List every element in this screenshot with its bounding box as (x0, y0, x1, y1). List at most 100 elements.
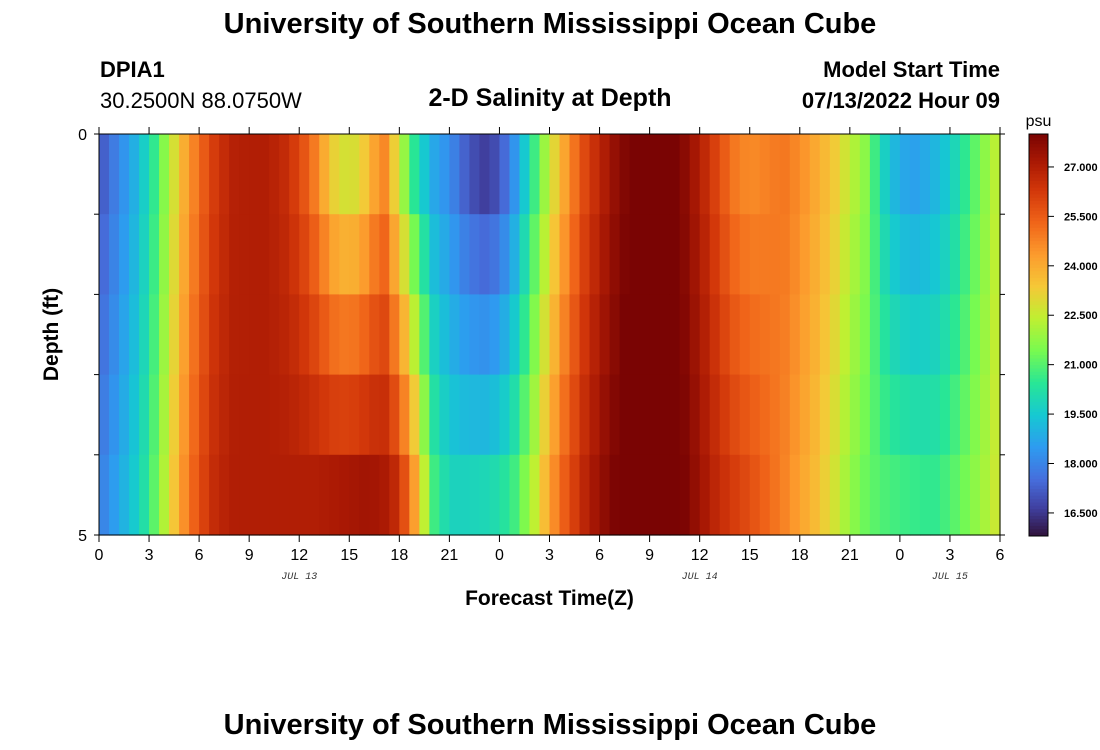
heatmap-cell (139, 294, 150, 376)
heatmap-cell (979, 134, 991, 215)
heatmap-cell (689, 214, 701, 295)
colorbar-swatch (1029, 432, 1048, 436)
heatmap-cell (109, 214, 120, 295)
heatmap-cell (889, 374, 901, 456)
colorbar-tick-label: 18.000 (1064, 459, 1098, 471)
heatmap-cell (209, 134, 220, 215)
colorbar-swatch (1029, 278, 1048, 282)
heatmap-cell (519, 294, 531, 376)
heatmap-cell (659, 214, 671, 295)
colorbar-swatch (1029, 308, 1048, 313)
heatmap-cell (739, 454, 751, 536)
colorbar-swatch (1029, 227, 1048, 232)
heatmap-cell (279, 294, 290, 376)
heatmap-cell (729, 134, 741, 215)
heatmap-cell (159, 134, 170, 215)
colorbar-swatch (1029, 348, 1048, 353)
heatmap-cell (689, 294, 701, 376)
heatmap-cell (759, 454, 771, 536)
heatmap-cell (329, 134, 340, 215)
heatmap-cell (719, 454, 731, 536)
colorbar-swatch (1029, 324, 1048, 329)
heatmap-cell (289, 374, 300, 456)
colorbar-swatch (1029, 298, 1048, 302)
heatmap-cell (949, 134, 961, 215)
heatmap-cell (219, 454, 230, 536)
colorbar-swatch (1029, 428, 1048, 433)
heatmap-cell (509, 214, 521, 295)
heatmap-cell (419, 374, 430, 456)
heatmap-cell (849, 454, 861, 536)
heatmap-cell (649, 214, 661, 295)
heatmap-cell (829, 294, 841, 376)
heatmap-cell (729, 374, 741, 456)
heatmap-cell (419, 294, 430, 376)
heatmap-cell (649, 134, 661, 215)
heatmap-cell (109, 374, 120, 456)
heatmap-cell (379, 374, 390, 456)
colorbar-swatch (1029, 525, 1048, 530)
heatmap-cell (689, 134, 701, 215)
heatmap-cell (989, 214, 1001, 295)
heatmap-cell (469, 294, 481, 376)
heatmap-cell (139, 374, 150, 456)
colorbar-swatch (1029, 237, 1048, 242)
heatmap-cell (489, 214, 501, 295)
colorbar-swatch (1029, 257, 1048, 262)
heatmap-cell (899, 454, 911, 536)
heatmap-cell (629, 374, 641, 456)
heatmap-cell (279, 134, 290, 215)
colorbar-swatch (1029, 475, 1048, 480)
heatmap-cell (479, 294, 491, 376)
colorbar-swatch (1029, 184, 1048, 189)
heatmap-cell (369, 294, 380, 376)
heatmap-cell (319, 294, 330, 376)
heatmap-cell (649, 294, 661, 376)
colorbar-swatch (1029, 194, 1048, 199)
colorbar-swatch (1029, 458, 1048, 463)
heatmap-cell (299, 134, 310, 215)
heatmap-cell (549, 454, 561, 536)
heatmap-cell (469, 134, 481, 215)
heatmap-cell (179, 294, 190, 376)
colorbar-swatch (1029, 170, 1048, 175)
heatmap-cell (329, 374, 340, 456)
heatmap-cell (969, 294, 981, 376)
heatmap-cell (669, 214, 681, 295)
heatmap-cell (729, 214, 741, 295)
heatmap-cell (239, 134, 250, 215)
heatmap-cell (539, 294, 551, 376)
heatmap-cell (409, 454, 420, 536)
heatmap-cell (249, 454, 260, 536)
colorbar-swatch (1029, 522, 1048, 527)
heatmap-cell (819, 294, 831, 376)
colorbar-swatch (1029, 371, 1048, 376)
x-tick-label: 21 (440, 547, 458, 564)
heatmap-cell (859, 134, 871, 215)
heatmap-cell (149, 454, 160, 536)
heatmap-cell (549, 134, 561, 215)
heatmap-cell (829, 214, 841, 295)
x-tick-label: 21 (841, 547, 859, 564)
heatmap-cell (989, 294, 1001, 376)
heatmap-cell (99, 214, 110, 295)
heatmap-cell (479, 214, 491, 295)
heatmap-cell (979, 294, 991, 376)
heatmap-cell (499, 454, 511, 536)
heatmap-cell (839, 134, 851, 215)
heatmap-cell (219, 294, 230, 376)
heatmap-cell (769, 134, 781, 215)
heatmap-cell (449, 454, 460, 536)
colorbar-swatch (1029, 167, 1048, 172)
heatmap-cell (939, 214, 951, 295)
colorbar-swatch (1029, 499, 1048, 503)
colorbar-tick-label: 25.500 (1064, 211, 1098, 223)
heatmap-cell (149, 374, 160, 456)
heatmap-cell (939, 454, 951, 536)
footer-title: University of Southern Mississippi Ocean… (223, 709, 877, 741)
heatmap-cell (269, 134, 280, 215)
colorbar-swatch (1029, 180, 1048, 185)
heatmap-cell (599, 374, 611, 456)
heatmap-cell (679, 454, 691, 536)
x-tick-label: 0 (895, 547, 904, 564)
